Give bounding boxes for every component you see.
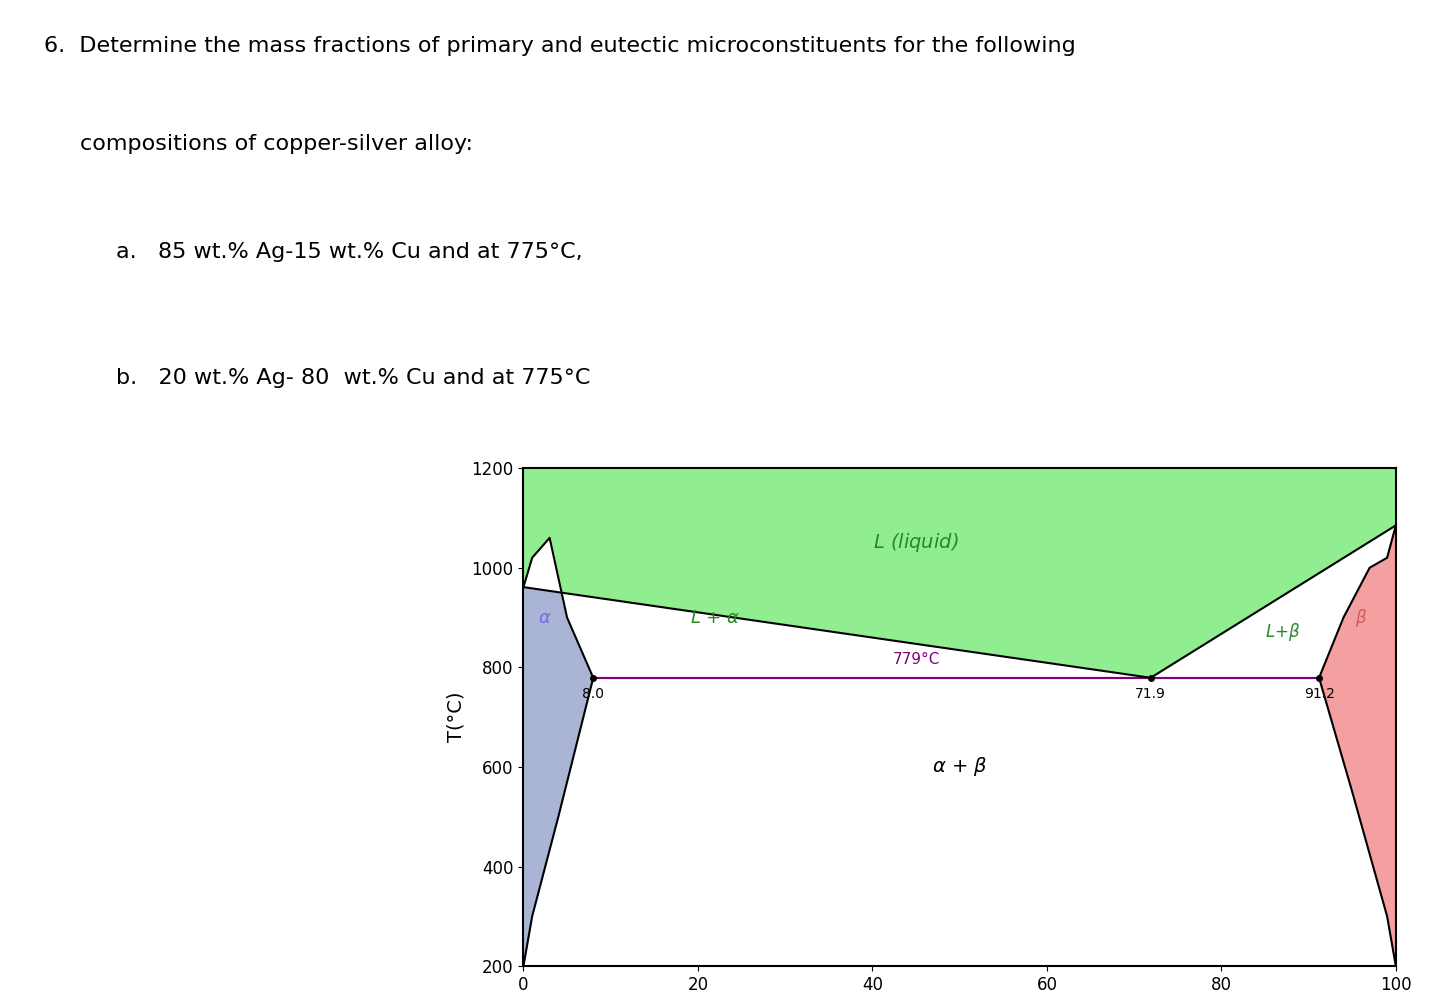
Text: $L$ (liquid): $L$ (liquid): [874, 531, 958, 555]
Text: $L$ + $\alpha$: $L$ + $\alpha$: [691, 609, 740, 626]
Text: b.   20 wt.% Ag- 80  wt.% Cu and at 775°C: b. 20 wt.% Ag- 80 wt.% Cu and at 775°C: [116, 368, 590, 387]
Polygon shape: [1319, 525, 1396, 966]
Text: a.   85 wt.% Ag-15 wt.% Cu and at 775°C,: a. 85 wt.% Ag-15 wt.% Cu and at 775°C,: [116, 242, 583, 262]
Text: 8.0: 8.0: [582, 687, 605, 701]
Text: $\alpha$: $\alpha$: [538, 609, 553, 626]
Text: $\beta$: $\beta$: [1355, 607, 1367, 628]
Text: 91.2: 91.2: [1304, 687, 1335, 701]
Polygon shape: [523, 538, 1150, 677]
Y-axis label: T(°C): T(°C): [446, 692, 465, 742]
Text: 71.9: 71.9: [1136, 687, 1166, 701]
Text: compositions of copper-silver alloy:: compositions of copper-silver alloy:: [80, 134, 473, 154]
Text: $\alpha$ + $\beta$: $\alpha$ + $\beta$: [932, 755, 987, 779]
Text: 6.  Determine the mass fractions of primary and eutectic microconstituents for t: 6. Determine the mass fractions of prima…: [44, 36, 1076, 56]
Text: 779°C: 779°C: [893, 652, 939, 667]
Text: $L$+$\beta$: $L$+$\beta$: [1265, 622, 1300, 643]
Polygon shape: [523, 468, 1396, 677]
Polygon shape: [523, 538, 593, 966]
